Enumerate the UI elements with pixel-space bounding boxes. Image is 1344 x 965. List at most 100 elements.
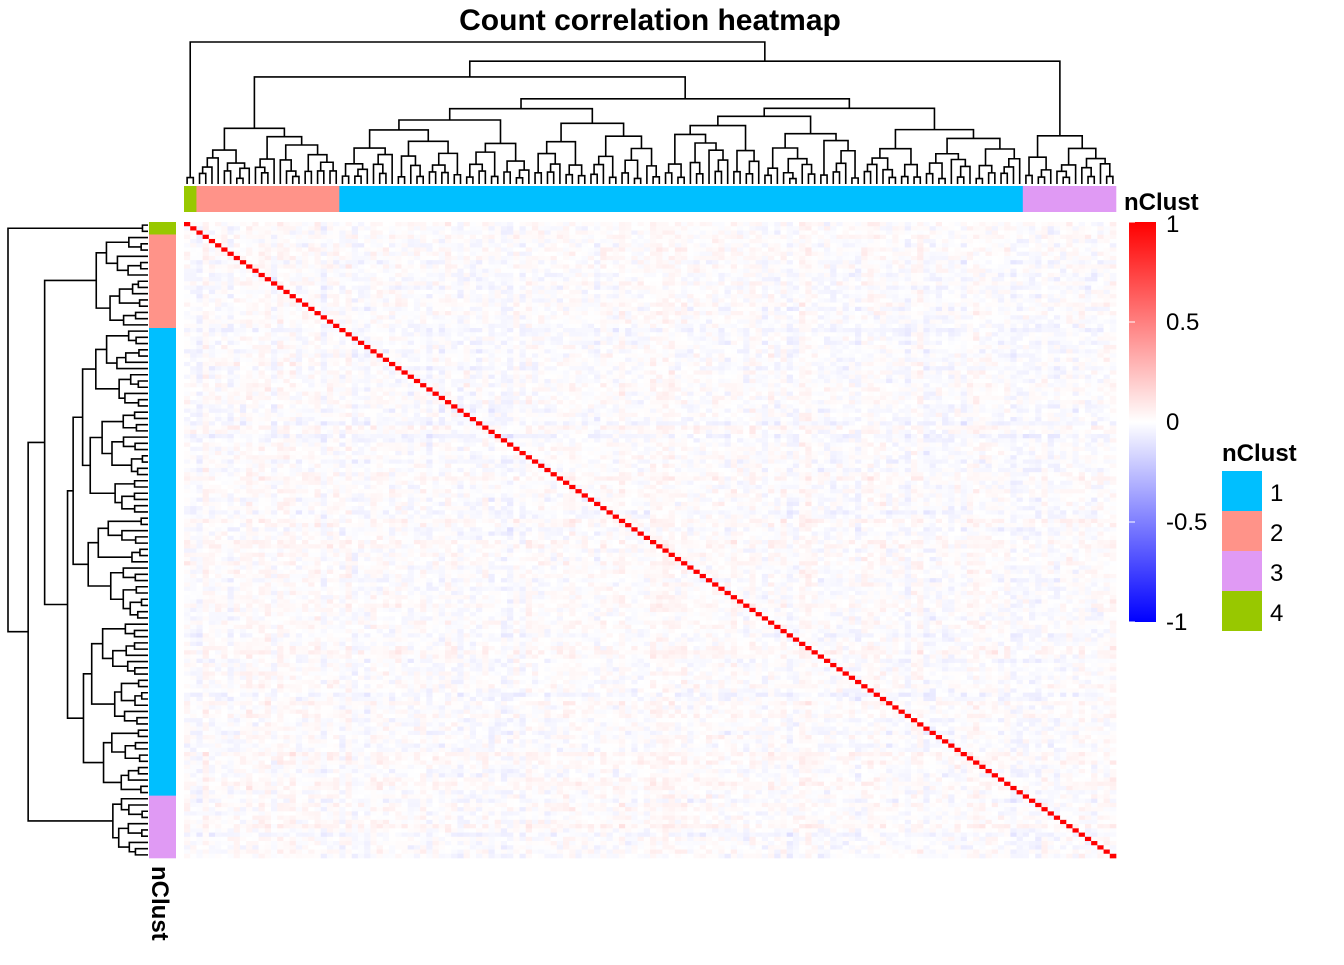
heatmap-cell [401, 298, 409, 303]
heatmap-cell [929, 222, 937, 227]
heatmap-cell [531, 230, 539, 236]
heatmap-cell [960, 289, 968, 295]
heatmap-cell [339, 251, 346, 257]
heatmap-cell [1078, 332, 1086, 337]
heatmap-cell [681, 238, 688, 244]
heatmap-cell [426, 302, 433, 308]
heatmap-cell [227, 281, 235, 286]
heatmap-cell [705, 243, 713, 248]
heatmap-cell [426, 319, 433, 325]
heatmap-cell [693, 289, 701, 295]
heatmap-cell [575, 230, 582, 236]
heatmap-cell [270, 255, 278, 261]
heatmap-cell [1016, 298, 1024, 303]
heatmap-cell [848, 251, 856, 257]
heatmap-cell [935, 272, 943, 278]
heatmap-cell [457, 311, 464, 316]
heatmap-cell [594, 251, 601, 257]
heatmap-cell [283, 251, 290, 257]
heatmap-cell [730, 315, 738, 320]
heatmap-cell [277, 294, 284, 299]
heatmap-cell [600, 247, 607, 253]
heatmap-cell [482, 272, 489, 278]
heatmap-cell [426, 222, 433, 227]
heatmap-cell [550, 226, 558, 231]
heatmap-cell [948, 255, 955, 261]
heatmap-cell [482, 315, 489, 320]
heatmap-cell [954, 319, 962, 325]
heatmap-cell [413, 260, 421, 265]
heatmap-cell [1022, 247, 1030, 253]
heatmap-cell [432, 234, 440, 240]
heatmap-cell [811, 311, 819, 316]
heatmap-cell [910, 222, 918, 227]
heatmap-cell [575, 226, 582, 231]
heatmap-cell [370, 251, 377, 257]
heatmap-cell [668, 336, 676, 342]
heatmap-cell [1078, 238, 1086, 244]
heatmap-cell [1022, 340, 1030, 346]
heatmap-cell [705, 247, 713, 253]
heatmap-cell [985, 222, 993, 227]
heatmap-cell [904, 328, 912, 333]
heatmap-cell [277, 298, 284, 303]
heatmap-cell [780, 336, 788, 342]
heatmap-cell [1029, 306, 1036, 312]
heatmap-cell [426, 361, 433, 367]
heatmap-cell [923, 315, 930, 320]
heatmap-cell [1035, 222, 1042, 227]
heatmap-cell [761, 260, 769, 265]
heatmap-cell [656, 298, 663, 303]
heatmap-cell [277, 268, 284, 274]
heatmap-cell [320, 340, 328, 346]
heatmap-cell [786, 234, 794, 240]
heatmap-cell [786, 298, 794, 303]
heatmap-cell [1053, 302, 1061, 308]
heatmap-cell [842, 349, 850, 354]
heatmap-cell [550, 272, 558, 278]
heatmap-cell [451, 268, 458, 274]
heatmap-cell [1016, 260, 1024, 265]
heatmap-cell [830, 340, 837, 346]
heatmap-cell [420, 226, 427, 231]
heatmap-cell [873, 294, 881, 299]
heatmap-cell [531, 298, 539, 303]
heatmap-cell [618, 238, 626, 244]
heatmap-cell [830, 277, 837, 282]
heatmap-cell [277, 251, 284, 257]
heatmap-cell [1035, 247, 1042, 253]
heatmap-cell [184, 315, 191, 320]
heatmap-cell [1066, 222, 1073, 227]
heatmap-cell [979, 285, 986, 291]
heatmap-cell [202, 306, 210, 312]
heatmap-cell [215, 353, 222, 359]
heatmap-cell [780, 319, 788, 325]
heatmap-cell [1103, 336, 1111, 342]
heatmap-cell [401, 340, 409, 346]
heatmap-cell [451, 255, 458, 261]
heatmap-cell [1097, 247, 1104, 253]
heatmap-cell-diagonal [295, 298, 303, 303]
heatmap-cell [364, 222, 371, 227]
heatmap-cell [786, 323, 794, 329]
heatmap-cell [1053, 353, 1061, 359]
heatmap-cell [1047, 302, 1055, 308]
heatmap-cell [227, 357, 235, 363]
heatmap-cell [823, 247, 831, 253]
heatmap-cell [295, 336, 303, 342]
heatmap-cell [1066, 328, 1073, 333]
heatmap-cell [202, 226, 210, 231]
heatmap-cell [208, 340, 216, 346]
heatmap-cell [513, 319, 520, 325]
heatmap-cell [650, 302, 657, 308]
heatmap-cell [736, 306, 744, 312]
heatmap-cell [258, 281, 266, 286]
heatmap-cell [494, 298, 502, 303]
heatmap-cell [1109, 268, 1117, 274]
heatmap-cell [705, 357, 713, 363]
heatmap-cell [960, 306, 968, 312]
heatmap-cell [861, 311, 868, 316]
heatmap-cell [575, 285, 582, 291]
heatmap-cell [196, 243, 203, 248]
heatmap-cell [550, 302, 558, 308]
